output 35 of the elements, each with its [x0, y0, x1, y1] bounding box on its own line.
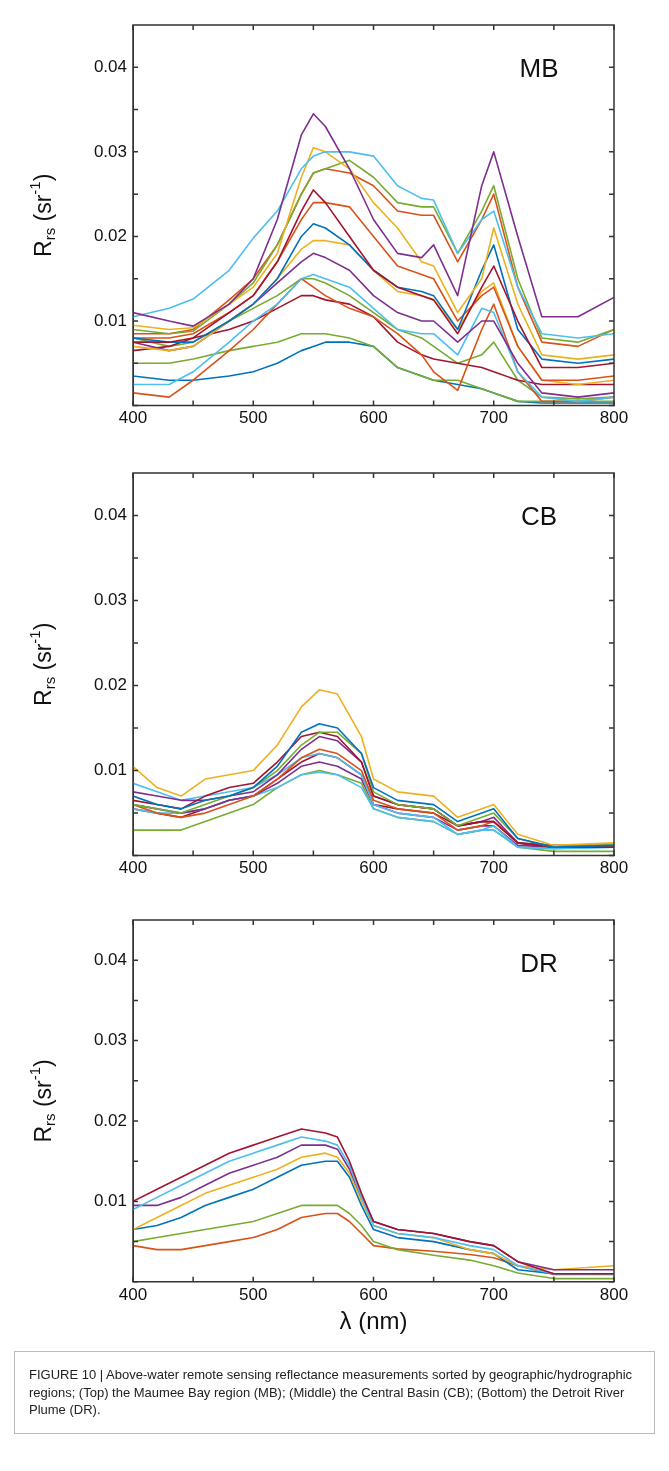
x-tick-label: 700 — [479, 858, 508, 878]
x-tick-label: 400 — [118, 1284, 148, 1304]
y-tick-label: 0.02 — [93, 226, 127, 246]
x-tick-label: 400 — [118, 858, 148, 878]
y-tick-label: 0.01 — [93, 310, 127, 330]
x-tick-label: 500 — [239, 858, 268, 878]
y-tick-label: 0.04 — [93, 56, 127, 76]
y-tick-label: 0.03 — [93, 590, 127, 610]
y-tick-label: 0.02 — [93, 675, 127, 695]
y-tick-label: 0.02 — [93, 1110, 127, 1130]
annotation: CB — [520, 501, 558, 532]
y-tick-label: 0.04 — [93, 505, 127, 525]
x-tick-label: 700 — [479, 1284, 508, 1304]
y-tick-label: 0.03 — [93, 141, 127, 161]
x-tick-label: 800 — [599, 1284, 629, 1304]
y-tick-label: 0.04 — [93, 949, 127, 969]
x-tick-label: 800 — [599, 408, 629, 428]
x-tick-label: 400 — [118, 408, 148, 428]
y-axis-title: Rrs (sr-1) — [25, 1059, 58, 1143]
annotation: MB — [519, 53, 559, 84]
y-tick-label: 0.01 — [93, 760, 127, 780]
x-tick-label: 500 — [239, 408, 268, 428]
x-tick-label: 600 — [359, 858, 388, 878]
caption: FIGURE 10 | Above-water remote sensing reflectance measurements sorted by geographic/hydrographic regions; (Top) the Maumee Bay region (MB); (Middle) the Central Basin (CB); (Bottom) the Detroit River Plume (DR). — [14, 1351, 655, 1434]
x-tick-label: 800 — [599, 858, 629, 878]
x-tick-label: 500 — [239, 1284, 268, 1304]
x-tick-label: 600 — [359, 1284, 388, 1304]
y-axis-title: Rrs (sr-1) — [25, 173, 58, 257]
y-tick-label: 0.03 — [93, 1030, 127, 1050]
y-axis-title: Rrs (sr-1) — [25, 622, 58, 706]
x-axis-title: λ (nm) — [339, 1307, 408, 1335]
x-tick-label: 700 — [479, 408, 508, 428]
x-tick-label: 600 — [359, 408, 388, 428]
y-tick-label: 0.01 — [93, 1191, 127, 1211]
annotation: DR — [520, 948, 558, 979]
